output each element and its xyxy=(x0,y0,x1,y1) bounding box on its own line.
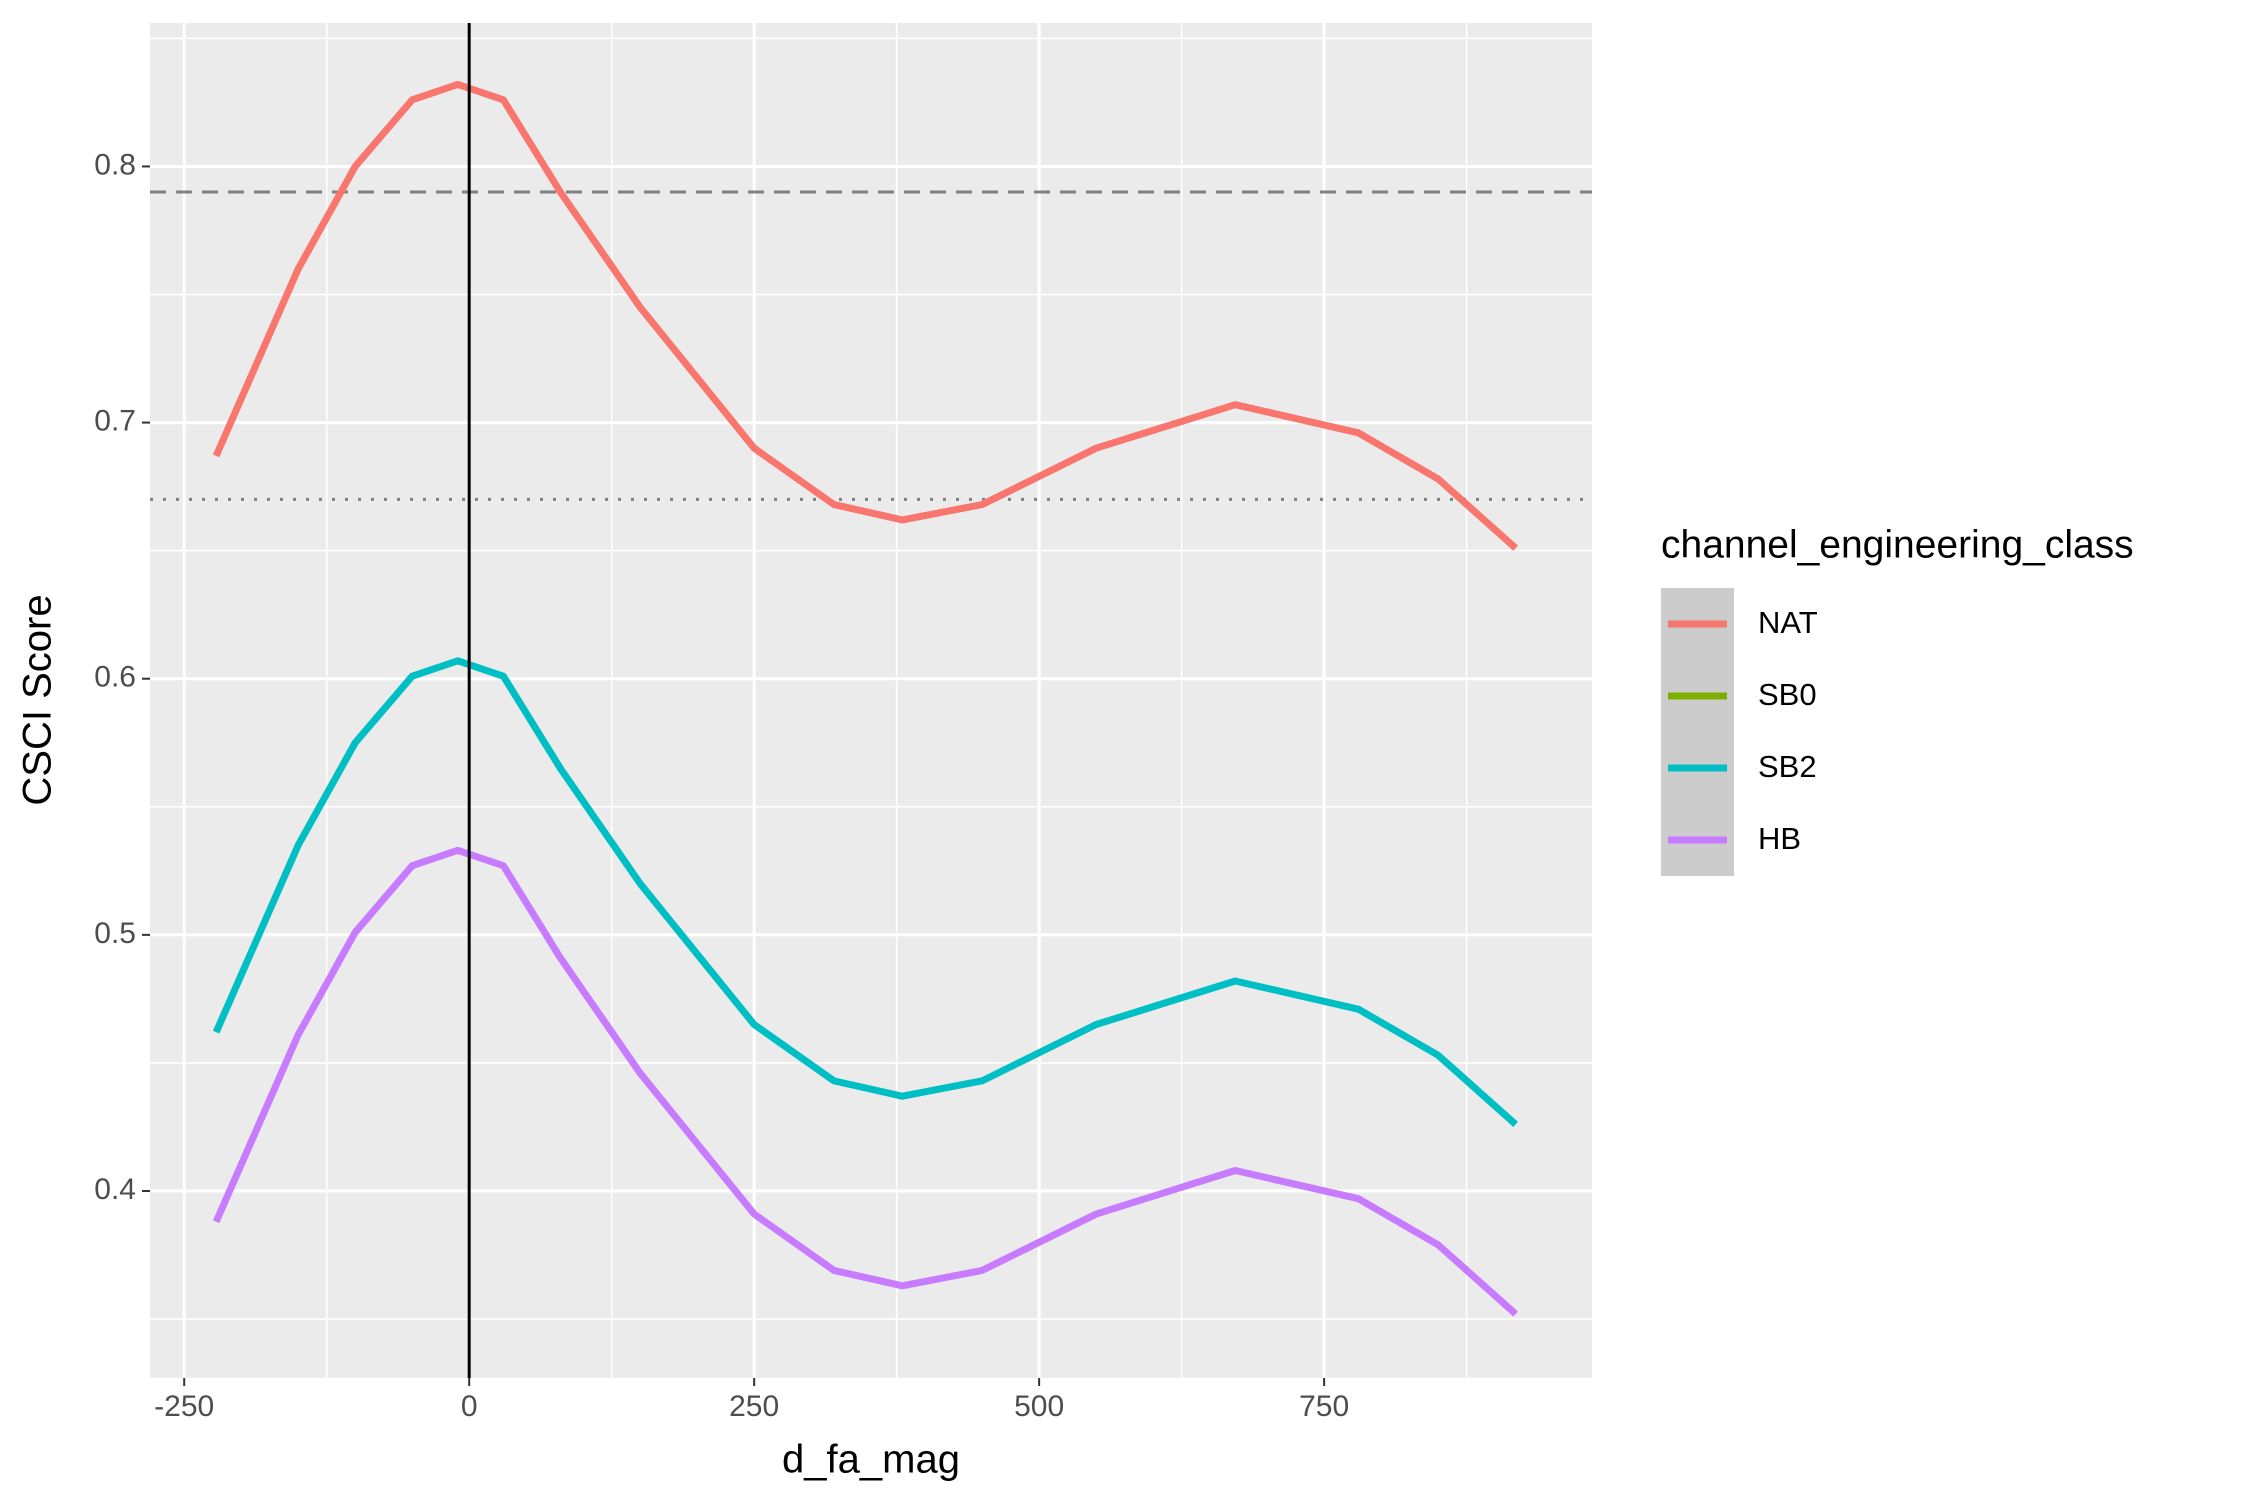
legend-label: NAT xyxy=(1758,605,1818,640)
legend-title: channel_engineering_class xyxy=(1661,523,2134,566)
x-tick-label: 500 xyxy=(1014,1390,1064,1423)
series-line xyxy=(212,657,1518,1128)
x-axis-title: d_fa_mag xyxy=(782,1438,960,1482)
legend-label: SB0 xyxy=(1758,677,1817,712)
x-tick-label: 750 xyxy=(1299,1390,1349,1423)
legend-label: SB2 xyxy=(1758,749,1817,784)
y-tick-label: 0.7 xyxy=(94,405,136,438)
series-line xyxy=(212,846,1518,1317)
legend-label: HB xyxy=(1758,821,1801,856)
series-line xyxy=(212,80,1518,551)
x-tick-label: 250 xyxy=(729,1390,779,1423)
y-tick-label: 0.8 xyxy=(94,148,136,181)
y-tick-label: 0.4 xyxy=(94,1173,136,1206)
panel xyxy=(150,23,1592,1378)
x-tick-label: 0 xyxy=(461,1390,478,1423)
y-axis-title: CSCI Score xyxy=(16,594,60,805)
x-tick-label: -250 xyxy=(154,1390,214,1423)
y-tick-label: 0.6 xyxy=(94,661,136,694)
y-tick-label: 0.5 xyxy=(94,917,136,950)
